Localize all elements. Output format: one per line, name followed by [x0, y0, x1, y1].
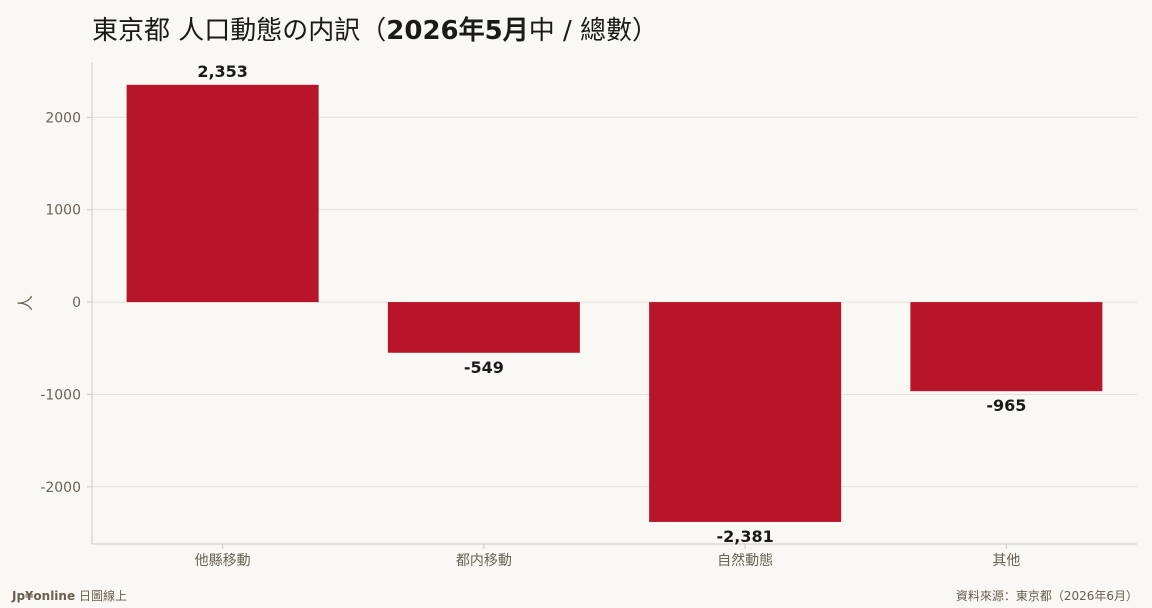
source-note: 資料來源：東京都（2026年6月） [955, 589, 1138, 603]
bar [126, 84, 319, 303]
data-label: -965 [986, 396, 1026, 415]
title-suffix: ） [632, 16, 659, 46]
y-axis-label: 人 [16, 295, 35, 311]
title-period: 2026年5月 [386, 16, 529, 46]
x-tick-label: 都内移動 [456, 553, 512, 569]
footer-brand: Jp¥online 日圖線上 [12, 587, 127, 604]
y-tick-label: 1000 [45, 203, 81, 219]
data-label: -2,381 [717, 527, 774, 546]
x-tick-label: 其他 [992, 553, 1020, 569]
y-tick-label: 2000 [45, 110, 81, 126]
y-tick-label: 0 [72, 295, 81, 311]
bar [649, 302, 842, 522]
chart-title: 東京都 人口動態の内訳（2026年5月中 / 總數） [92, 10, 658, 47]
data-label: 2,353 [197, 62, 248, 81]
brand-name: Jp¥online [12, 589, 76, 603]
bar [910, 302, 1103, 392]
y-tick-label: -1000 [40, 387, 81, 403]
title-mid: 中 / 總數 [528, 16, 633, 46]
bar [387, 302, 580, 353]
y-tick-label: -2000 [40, 480, 81, 496]
brand-suffix: 日圖線上 [78, 589, 127, 603]
data-label: -549 [464, 358, 504, 377]
title-prefix: 東京都 人口動態の内訳（ [92, 16, 387, 46]
x-tick-label: 自然動態 [717, 552, 773, 569]
x-tick-label: 他縣移動 [195, 553, 251, 569]
